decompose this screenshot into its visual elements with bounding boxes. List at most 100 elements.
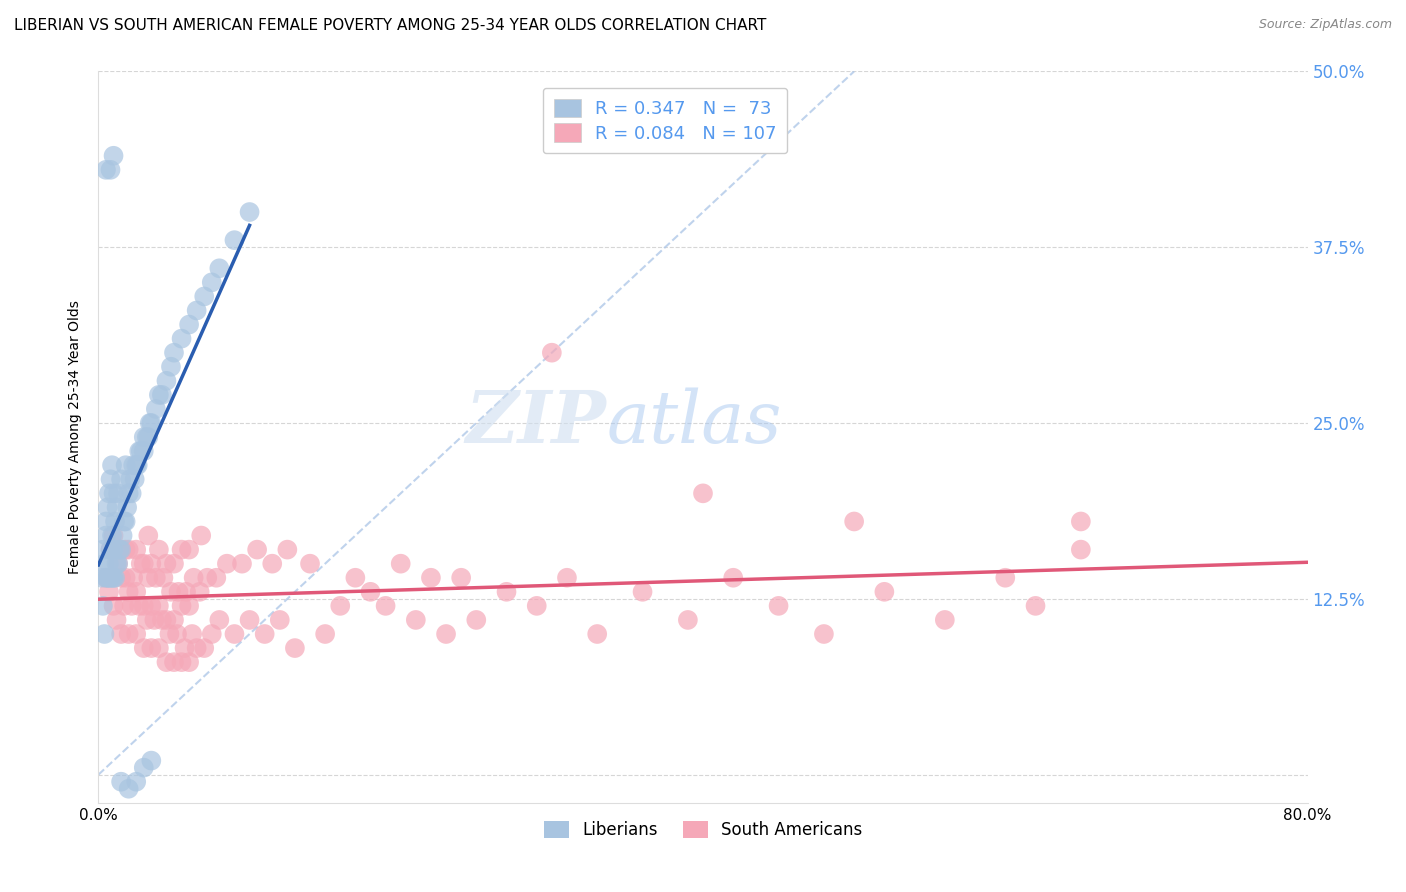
Point — [112, 599, 135, 613]
Point — [1070, 542, 1092, 557]
Point — [122, 571, 145, 585]
Point — [174, 584, 197, 599]
Point — [329, 599, 352, 613]
Point — [107, 557, 129, 571]
Point — [105, 500, 128, 515]
Point — [132, 641, 155, 656]
Point — [94, 571, 117, 585]
Point — [163, 613, 186, 627]
Point — [284, 641, 307, 656]
Point — [145, 401, 167, 416]
Point — [114, 571, 136, 585]
Point — [145, 571, 167, 585]
Point — [344, 571, 367, 585]
Point — [108, 542, 131, 557]
Point — [105, 613, 128, 627]
Point — [104, 515, 127, 529]
Point — [873, 584, 896, 599]
Point — [128, 599, 150, 613]
Point — [93, 557, 115, 571]
Point — [262, 557, 284, 571]
Point — [90, 571, 112, 585]
Point — [813, 627, 835, 641]
Point — [1070, 515, 1092, 529]
Point — [118, 627, 141, 641]
Point — [276, 542, 298, 557]
Point — [148, 542, 170, 557]
Point — [101, 528, 124, 542]
Point — [231, 557, 253, 571]
Point — [132, 430, 155, 444]
Point — [141, 416, 163, 430]
Point — [94, 571, 117, 585]
Point — [118, 781, 141, 796]
Point — [163, 655, 186, 669]
Point — [93, 627, 115, 641]
Point — [150, 388, 173, 402]
Point — [186, 641, 208, 656]
Point — [586, 627, 609, 641]
Point — [193, 289, 215, 303]
Point — [110, 542, 132, 557]
Point — [374, 599, 396, 613]
Point — [105, 557, 128, 571]
Point — [110, 542, 132, 557]
Point — [136, 528, 159, 542]
Text: LIBERIAN VS SOUTH AMERICAN FEMALE POVERTY AMONG 25-34 YEAR OLDS CORRELATION CHAR: LIBERIAN VS SOUTH AMERICAN FEMALE POVERT… — [14, 18, 766, 33]
Point — [139, 416, 162, 430]
Point — [101, 458, 124, 473]
Point — [148, 599, 170, 613]
Point — [183, 571, 205, 585]
Point — [179, 599, 201, 613]
Point — [844, 515, 866, 529]
Point — [125, 584, 148, 599]
Point — [160, 584, 183, 599]
Point — [110, 472, 132, 486]
Point — [148, 641, 170, 656]
Point — [114, 542, 136, 557]
Point — [195, 571, 218, 585]
Point — [246, 542, 269, 557]
Point — [94, 528, 117, 542]
Point — [98, 557, 121, 571]
Point — [114, 458, 136, 473]
Point — [450, 571, 472, 585]
Point — [170, 332, 193, 346]
Point — [1024, 599, 1046, 613]
Point — [495, 584, 517, 599]
Point — [107, 486, 129, 500]
Point — [155, 655, 177, 669]
Point — [314, 627, 336, 641]
Point — [129, 444, 152, 458]
Point — [135, 430, 157, 444]
Point — [91, 599, 114, 613]
Point — [94, 162, 117, 177]
Point — [179, 655, 201, 669]
Point — [132, 557, 155, 571]
Point — [118, 584, 141, 599]
Point — [434, 627, 457, 641]
Point — [163, 557, 186, 571]
Point — [167, 584, 190, 599]
Point — [201, 276, 224, 290]
Point — [141, 754, 163, 768]
Point — [132, 761, 155, 775]
Text: atlas: atlas — [606, 387, 782, 458]
Legend: Liberians, South Americans: Liberians, South Americans — [537, 814, 869, 846]
Point — [190, 528, 212, 542]
Point — [136, 430, 159, 444]
Point — [163, 345, 186, 359]
Point — [141, 557, 163, 571]
Point — [155, 374, 177, 388]
Point — [205, 571, 228, 585]
Point — [170, 599, 193, 613]
Point — [555, 571, 578, 585]
Point — [160, 359, 183, 374]
Point — [112, 515, 135, 529]
Point — [110, 571, 132, 585]
Point — [676, 613, 699, 627]
Point — [143, 613, 166, 627]
Point — [111, 528, 134, 542]
Point — [208, 613, 231, 627]
Point — [405, 613, 427, 627]
